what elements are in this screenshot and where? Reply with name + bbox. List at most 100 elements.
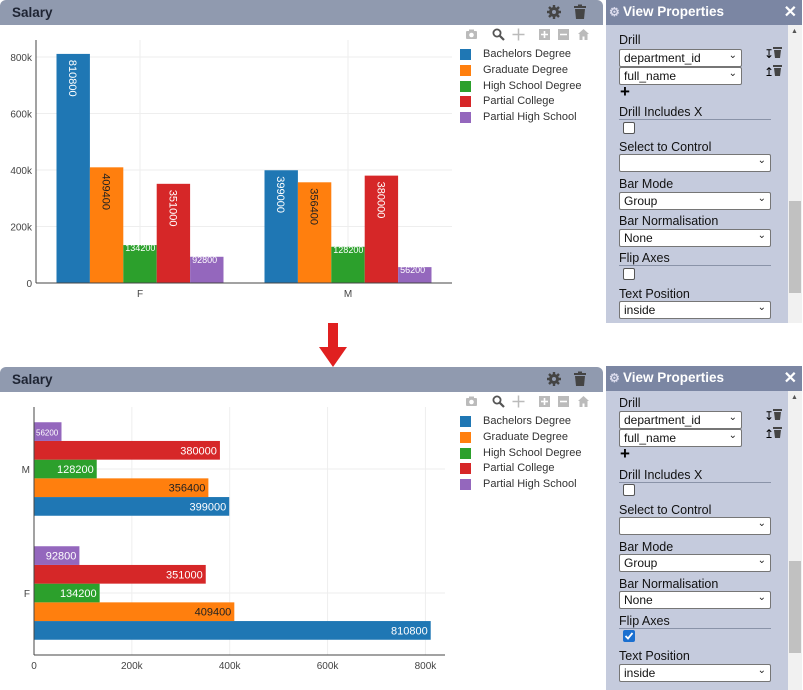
move-down-icon[interactable]: ↧ <box>764 409 775 423</box>
bar[interactable] <box>89 167 124 283</box>
scroll-thumb[interactable] <box>789 561 801 653</box>
props-scrollbar[interactable]: ▲ <box>788 391 802 690</box>
x-tick-label: F <box>137 289 143 300</box>
bar-chart-vertical[interactable]: 0 200k 400k 600k 800k 810800 409400 134200 35100… <box>0 25 602 323</box>
divider <box>619 628 771 629</box>
x-tick-label: M <box>344 289 352 300</box>
trash-icon[interactable] <box>572 4 588 20</box>
zoom-icon[interactable] <box>492 28 505 41</box>
flip-axes-checkbox[interactable] <box>623 630 635 642</box>
props-body: Drill department_id ⌄ full_name ⌄ ↧ ↥ + Dr… <box>606 25 788 323</box>
bar[interactable] <box>34 422 62 441</box>
data-label: 56200 <box>400 265 425 275</box>
chart-area-horizontal[interactable]: 0 200k 400k 600k 800k 810800 409400 134200 35100… <box>0 392 602 690</box>
text-position-label: Text Position <box>619 649 690 663</box>
flip-axes-label: Flip Axes <box>619 251 670 265</box>
panel-header: Salary <box>0 367 603 392</box>
bar[interactable] <box>34 478 209 498</box>
bar[interactable] <box>264 170 298 283</box>
flip-axes-checkbox[interactable] <box>623 268 635 280</box>
y-tick-label: 600k <box>10 109 33 120</box>
bar[interactable] <box>34 459 97 479</box>
data-label: 134200 <box>60 588 97 600</box>
zoom-out-icon[interactable] <box>557 28 570 41</box>
plus-icon[interactable]: + <box>620 82 630 101</box>
x-tick-label: 200k <box>121 661 144 672</box>
gear-icon[interactable] <box>546 4 562 20</box>
drill-includes-x-checkbox[interactable] <box>623 122 635 134</box>
home-icon[interactable] <box>577 28 590 41</box>
select-to-control-select[interactable]: ⌄ <box>619 154 771 172</box>
data-label: 351000 <box>166 190 178 227</box>
text-position-select[interactable]: inside ⌄ <box>619 664 771 682</box>
move-down-icon[interactable]: ↧ <box>764 47 775 61</box>
select-to-control-select[interactable]: ⌄ <box>619 517 771 535</box>
y-tick-label: 800k <box>10 53 33 64</box>
data-label: 128200 <box>333 245 363 255</box>
bar[interactable] <box>123 245 157 283</box>
bar[interactable] <box>34 621 431 640</box>
props-body: Drill department_id ⌄ full_name ⌄ ↧ ↥ + Dr… <box>606 391 788 690</box>
bar[interactable] <box>34 602 235 622</box>
scroll-thumb[interactable] <box>789 201 801 293</box>
text-position-label: Text Position <box>619 287 690 301</box>
bar[interactable] <box>34 583 100 603</box>
props-header: ⚙ View Properties ✕ <box>606 366 802 391</box>
gear-icon: ⚙ <box>609 371 620 385</box>
bar-chart-horizontal[interactable]: 0 200k 400k 600k 800k 810800 409400 134200 35100… <box>0 392 602 690</box>
data-label: 380000 <box>374 182 386 219</box>
bar[interactable] <box>56 53 90 284</box>
trash-icon[interactable] <box>572 371 588 387</box>
bar[interactable] <box>156 183 191 283</box>
bar-mode-select[interactable]: Group ⌄ <box>619 554 771 572</box>
data-label: 380000 <box>180 445 217 457</box>
close-icon[interactable]: ✕ <box>783 4 797 21</box>
zoom-icon[interactable] <box>492 395 505 408</box>
close-icon[interactable]: ✕ <box>783 370 797 387</box>
drill-field-select[interactable]: full_name ⌄ <box>619 67 742 85</box>
trash-icon[interactable] <box>772 426 783 444</box>
drill-includes-x-checkbox[interactable] <box>623 484 635 496</box>
zoom-in-icon[interactable] <box>538 28 551 41</box>
bar[interactable] <box>364 175 399 283</box>
bar-normalisation-select[interactable]: None ⌄ <box>619 591 771 609</box>
gear-icon: ⚙ <box>609 5 620 19</box>
move-up-icon[interactable]: ↥ <box>764 427 775 441</box>
drill-field-select[interactable]: department_id ⌄ <box>619 49 742 67</box>
pan-icon[interactable] <box>512 395 525 408</box>
props-scrollbar[interactable]: ▲ <box>788 25 802 323</box>
move-up-icon[interactable]: ↥ <box>764 65 775 79</box>
bar[interactable] <box>34 564 206 584</box>
pan-icon[interactable] <box>512 28 525 41</box>
drill-label: Drill <box>619 396 641 410</box>
text-position-select[interactable]: inside ⌄ <box>619 301 771 319</box>
select-to-control-label: Select to Control <box>619 503 712 517</box>
bar[interactable] <box>34 546 80 565</box>
bar-normalisation-select[interactable]: None ⌄ <box>619 229 771 247</box>
zoom-in-icon[interactable] <box>538 395 551 408</box>
bar[interactable] <box>297 182 332 283</box>
bar[interactable] <box>331 246 365 283</box>
camera-icon[interactable] <box>465 395 478 408</box>
divider <box>619 119 771 120</box>
home-icon[interactable] <box>577 395 590 408</box>
bar[interactable] <box>34 497 230 516</box>
drill-field-select[interactable]: department_id ⌄ <box>619 411 742 429</box>
bar[interactable] <box>34 440 220 460</box>
camera-icon[interactable] <box>465 28 478 41</box>
divider <box>619 482 771 483</box>
data-label: 128200 <box>57 464 94 476</box>
trash-icon[interactable] <box>772 64 783 82</box>
bar-mode-select[interactable]: Group ⌄ <box>619 192 771 210</box>
data-label: 134200 <box>125 243 155 253</box>
drill-field-select[interactable]: full_name ⌄ <box>619 429 742 447</box>
y-tick-label: 0 <box>26 279 32 290</box>
chart-area-vertical[interactable]: 0 200k 400k 600k 800k 810800 409400 134200 35100… <box>0 25 602 323</box>
bar[interactable] <box>190 256 224 283</box>
bar[interactable] <box>398 267 432 283</box>
zoom-out-icon[interactable] <box>557 395 570 408</box>
plus-icon[interactable]: + <box>620 444 630 463</box>
trash-icon[interactable] <box>772 408 783 426</box>
gear-icon[interactable] <box>546 371 562 387</box>
trash-icon[interactable] <box>772 46 783 64</box>
